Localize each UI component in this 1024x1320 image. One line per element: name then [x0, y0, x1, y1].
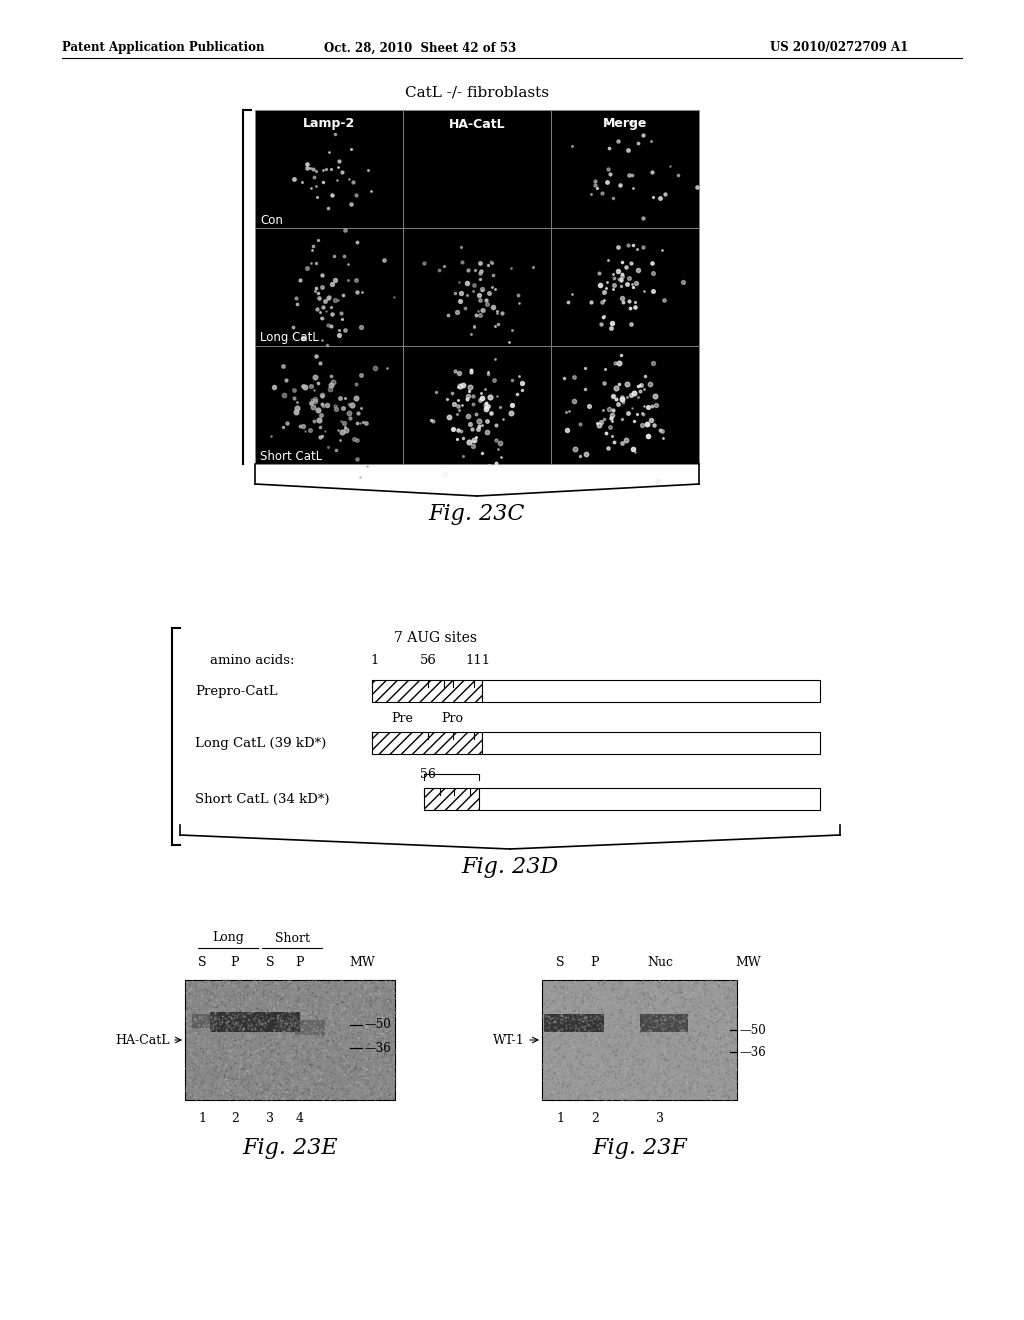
Text: Oct. 28, 2010  Sheet 42 of 53: Oct. 28, 2010 Sheet 42 of 53	[324, 41, 516, 54]
Bar	[551, 228, 699, 346]
Text: 4: 4	[296, 1111, 304, 1125]
Text: 56: 56	[420, 653, 436, 667]
Text: Fig. 23D: Fig. 23D	[462, 855, 559, 878]
Text: CatL -/- fibroblasts: CatL -/- fibroblasts	[406, 84, 549, 99]
Text: Short CatL (34 kD*): Short CatL (34 kD*)	[195, 792, 330, 805]
Text: Long CatL: Long CatL	[260, 331, 318, 345]
Text: 1: 1	[556, 1111, 564, 1125]
Text: Short CatL: Short CatL	[260, 450, 323, 462]
Text: Patent Application Publication: Patent Application Publication	[62, 41, 264, 54]
Bar	[372, 680, 482, 702]
Bar	[295, 1020, 325, 1035]
Text: —50: —50	[739, 1023, 766, 1036]
Bar	[403, 110, 551, 228]
Text: Prepro-CatL: Prepro-CatL	[195, 685, 278, 697]
Text: HA-CatL: HA-CatL	[449, 117, 505, 131]
Bar	[185, 979, 395, 1100]
Bar	[210, 1012, 300, 1032]
Text: S: S	[266, 956, 274, 969]
Text: HA-CatL: HA-CatL	[116, 1034, 170, 1047]
Text: Fig. 23C: Fig. 23C	[429, 503, 525, 525]
Bar	[551, 110, 699, 228]
Text: S: S	[556, 956, 564, 969]
Text: 1: 1	[198, 1111, 206, 1125]
Bar	[424, 788, 479, 810]
Bar	[255, 346, 403, 465]
Text: 3: 3	[266, 1111, 274, 1125]
Text: Long CatL (39 kD*): Long CatL (39 kD*)	[195, 737, 327, 750]
Bar	[482, 733, 820, 754]
Text: amino acids:: amino acids:	[210, 653, 295, 667]
Text: US 2010/0272709 A1: US 2010/0272709 A1	[770, 41, 908, 54]
Text: Fig. 23F: Fig. 23F	[592, 1137, 687, 1159]
Text: P: P	[230, 956, 240, 969]
Text: Nuc: Nuc	[647, 956, 673, 969]
Text: Con: Con	[260, 214, 283, 227]
Text: WT-1: WT-1	[494, 1034, 525, 1047]
Text: Pro: Pro	[441, 711, 463, 725]
Bar	[372, 733, 482, 754]
Bar	[403, 228, 551, 346]
Bar	[551, 346, 699, 465]
Bar	[255, 110, 403, 228]
Text: 2: 2	[591, 1111, 599, 1125]
Text: P: P	[296, 956, 304, 969]
Text: MW: MW	[735, 956, 761, 969]
Bar	[542, 979, 737, 1100]
Text: —36: —36	[739, 1045, 766, 1059]
Bar	[193, 1014, 217, 1028]
Text: —36: —36	[364, 1041, 391, 1055]
Text: 56: 56	[420, 767, 436, 780]
Bar	[255, 228, 403, 346]
Text: Short: Short	[274, 932, 309, 945]
Text: Lamp-2: Lamp-2	[303, 117, 355, 131]
Text: Fig. 23E: Fig. 23E	[243, 1137, 338, 1159]
Text: Pre: Pre	[391, 711, 413, 725]
Bar	[482, 680, 820, 702]
Text: S: S	[198, 956, 206, 969]
Text: Long: Long	[212, 932, 244, 945]
Bar	[544, 1014, 604, 1032]
Bar	[479, 788, 820, 810]
Text: Merge: Merge	[603, 117, 647, 131]
Text: 7 AUG sites: 7 AUG sites	[393, 631, 476, 645]
Text: 111: 111	[466, 653, 490, 667]
Bar	[640, 1014, 688, 1032]
Text: 2: 2	[231, 1111, 239, 1125]
Text: MW: MW	[349, 956, 375, 969]
Bar	[403, 346, 551, 465]
Text: 1: 1	[371, 653, 379, 667]
Text: 3: 3	[656, 1111, 664, 1125]
Text: —50: —50	[364, 1019, 391, 1031]
Text: P: P	[591, 956, 599, 969]
